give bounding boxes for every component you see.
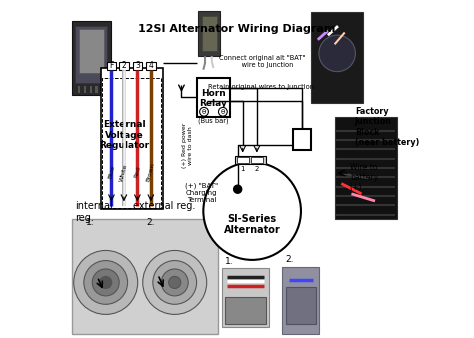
Text: Factory
Junction
Block
(near battery): Factory Junction Block (near battery) [355, 107, 419, 147]
Text: Connect original alt "BAT"
     wire to Junction: Connect original alt "BAT" wire to Junct… [219, 55, 305, 68]
Text: 2.: 2. [146, 218, 155, 227]
Circle shape [74, 250, 138, 314]
FancyBboxPatch shape [77, 85, 81, 93]
Text: 3: 3 [135, 62, 140, 71]
FancyBboxPatch shape [201, 16, 217, 51]
Text: Blue: Blue [107, 165, 116, 180]
FancyBboxPatch shape [72, 219, 219, 334]
Text: 2: 2 [255, 166, 259, 172]
Text: 12SI Alternator Wiring Diagram: 12SI Alternator Wiring Diagram [138, 24, 336, 34]
Text: SI-Series
Alternator: SI-Series Alternator [224, 214, 281, 235]
Text: θ: θ [221, 109, 225, 115]
Circle shape [84, 261, 128, 304]
Circle shape [100, 276, 112, 289]
Text: Wire to
battery
(+): Wire to battery (+) [350, 163, 378, 192]
Text: 4: 4 [148, 62, 153, 71]
Text: 1.: 1. [85, 218, 94, 227]
FancyBboxPatch shape [133, 62, 142, 70]
FancyBboxPatch shape [72, 21, 111, 95]
FancyBboxPatch shape [237, 156, 249, 163]
Text: 2: 2 [121, 62, 126, 71]
Circle shape [203, 162, 301, 260]
Circle shape [200, 107, 209, 116]
Circle shape [169, 276, 181, 289]
Text: Retain original wires to Junction: Retain original wires to Junction [208, 83, 314, 90]
Circle shape [92, 269, 119, 296]
Circle shape [234, 185, 242, 193]
Circle shape [161, 269, 188, 296]
FancyBboxPatch shape [100, 68, 163, 210]
FancyBboxPatch shape [89, 85, 92, 93]
FancyBboxPatch shape [292, 128, 311, 150]
Circle shape [143, 250, 207, 314]
FancyBboxPatch shape [79, 29, 104, 73]
Text: External
Voltage
Regulator: External Voltage Regulator [99, 120, 149, 150]
FancyBboxPatch shape [235, 155, 265, 164]
FancyBboxPatch shape [335, 117, 397, 219]
FancyBboxPatch shape [225, 297, 265, 324]
Text: 1.: 1. [225, 257, 234, 266]
Text: 2.: 2. [286, 256, 294, 264]
FancyBboxPatch shape [75, 26, 108, 83]
FancyBboxPatch shape [83, 85, 86, 93]
FancyBboxPatch shape [197, 78, 230, 117]
FancyBboxPatch shape [311, 13, 363, 103]
FancyBboxPatch shape [119, 62, 128, 70]
Text: internal
reg.: internal reg. [75, 201, 113, 223]
FancyBboxPatch shape [146, 62, 155, 70]
FancyBboxPatch shape [100, 85, 103, 93]
Bar [102, 78, 161, 208]
Text: F: F [109, 62, 114, 71]
FancyBboxPatch shape [107, 62, 116, 70]
FancyBboxPatch shape [286, 287, 316, 324]
FancyBboxPatch shape [94, 85, 98, 93]
FancyBboxPatch shape [222, 268, 269, 327]
Circle shape [153, 261, 197, 304]
Text: (Bus bar): (Bus bar) [198, 118, 229, 124]
FancyBboxPatch shape [283, 267, 319, 334]
Text: external reg.: external reg. [133, 201, 195, 211]
Circle shape [319, 35, 356, 72]
Text: Brown: Brown [146, 162, 156, 183]
Text: Horn
Relay: Horn Relay [200, 89, 228, 108]
Text: 1: 1 [240, 166, 245, 172]
Text: (+) "BAT"
Charging
Terminal: (+) "BAT" Charging Terminal [185, 182, 218, 203]
Text: Red: Red [133, 166, 141, 179]
Text: (+) Red power
wire to dash: (+) Red power wire to dash [182, 123, 193, 168]
Text: θ: θ [202, 109, 206, 115]
FancyBboxPatch shape [251, 156, 263, 163]
Text: White: White [119, 163, 128, 182]
FancyBboxPatch shape [198, 11, 220, 56]
Circle shape [219, 107, 227, 116]
